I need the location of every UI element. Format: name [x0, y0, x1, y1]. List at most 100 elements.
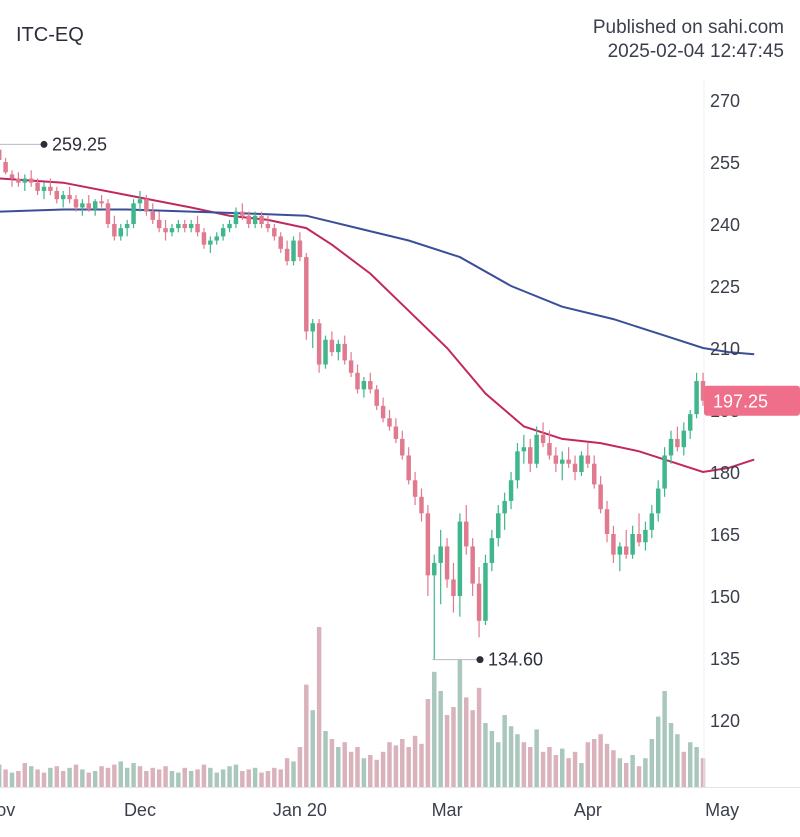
- volume-bar: [310, 710, 315, 787]
- candle-body: [137, 199, 143, 204]
- candle-body: [48, 186, 53, 191]
- volume-bar: [0, 764, 2, 787]
- x-tick-label: Jan 20: [273, 800, 327, 820]
- volume-bar: [483, 723, 488, 787]
- candle-body: [259, 215, 264, 224]
- candle-body: [425, 513, 431, 576]
- volume-bar: [48, 767, 53, 787]
- candle-body: [451, 579, 456, 596]
- candle-body: [355, 372, 360, 390]
- candle-body: [336, 343, 341, 353]
- volume-bar: [163, 766, 168, 787]
- volume-bar: [521, 742, 527, 787]
- candle-body: [598, 484, 603, 510]
- chart-symbol: ITC-EQ: [16, 24, 84, 46]
- x-tick-label: Apr: [574, 800, 602, 820]
- candle-body: [35, 182, 40, 191]
- candle-body: [272, 228, 277, 237]
- candle-body: [464, 521, 469, 547]
- x-tick-label: May: [705, 800, 739, 820]
- volume-bar: [444, 715, 450, 787]
- candle-body: [521, 447, 527, 452]
- volume-bar: [540, 751, 546, 787]
- candle-body: [150, 211, 155, 220]
- volume-bar: [649, 739, 655, 787]
- volume-bar: [220, 769, 226, 787]
- candle-body: [694, 381, 699, 415]
- high-marker-dot: [40, 140, 48, 148]
- candle-body: [60, 195, 66, 200]
- candle-body: [163, 228, 168, 233]
- volume-bar: [92, 771, 98, 787]
- candle-body: [233, 211, 239, 224]
- volume-bar: [112, 764, 117, 787]
- volume-bar: [272, 767, 277, 787]
- volume-bar: [316, 627, 322, 787]
- candle-body: [444, 546, 450, 580]
- volume-bar: [329, 739, 335, 787]
- volume-bar: [336, 747, 341, 787]
- candle-body: [585, 455, 591, 464]
- last-price-label: 197.25: [713, 392, 768, 412]
- volume-bar: [643, 758, 648, 787]
- volume-bar: [278, 769, 283, 787]
- candle-body: [560, 459, 565, 464]
- volume-bar: [35, 769, 40, 787]
- volume-bar: [124, 767, 130, 787]
- volume-bar: [291, 761, 296, 787]
- volume-bar: [233, 764, 239, 787]
- volume-bar: [374, 759, 379, 787]
- candle-body: [419, 496, 424, 514]
- volume-bar: [176, 772, 181, 787]
- volume-bar: [284, 758, 290, 787]
- candle-body: [304, 257, 309, 332]
- candle-body: [265, 224, 271, 229]
- volume-bar: [227, 766, 232, 787]
- volume-bar: [694, 747, 699, 787]
- volume-bar: [169, 771, 175, 787]
- volume-bar: [297, 747, 303, 787]
- volume-bar: [60, 771, 66, 787]
- volume-bar: [41, 772, 47, 787]
- volume-bar: [368, 755, 373, 787]
- volume-bar: [496, 742, 501, 787]
- volume-bar: [387, 742, 392, 787]
- volume-bar: [259, 772, 264, 787]
- volume-bar: [572, 751, 578, 787]
- candle-body: [540, 434, 546, 444]
- candle-body: [655, 488, 661, 514]
- volume-bar: [591, 739, 597, 787]
- candle-body: [297, 240, 303, 258]
- y-tick-label: 240: [710, 215, 740, 235]
- candle-body: [572, 463, 578, 472]
- volume-bar: [131, 763, 136, 787]
- candle-body: [16, 178, 21, 183]
- candle-body: [700, 381, 706, 401]
- volume-bar: [630, 755, 635, 787]
- candle-body: [348, 360, 354, 373]
- volume-bar: [432, 671, 437, 787]
- volume-bar: [617, 758, 623, 787]
- volume-bar: [156, 769, 162, 787]
- volume-bar: [214, 772, 219, 787]
- y-tick-label: 150: [710, 587, 740, 607]
- candle-body: [73, 199, 79, 208]
- volume-bar: [668, 723, 674, 787]
- volume-bar: [579, 763, 584, 787]
- volume-bar: [137, 766, 143, 787]
- volume-bar: [118, 761, 124, 787]
- candle-body: [54, 190, 60, 200]
- y-tick-label: 180: [710, 463, 740, 483]
- candle-body: [22, 178, 28, 183]
- candle-body: [208, 240, 213, 245]
- candle-body: [361, 381, 367, 390]
- candle-body: [374, 389, 379, 406]
- volume-bar: [457, 659, 463, 787]
- moving-average-fast: [0, 177, 755, 474]
- volume-bar: [355, 747, 360, 787]
- volume-bar: [246, 769, 251, 787]
- candle-body: [636, 534, 642, 543]
- candle-body: [112, 224, 117, 237]
- volume-bar: [687, 742, 693, 787]
